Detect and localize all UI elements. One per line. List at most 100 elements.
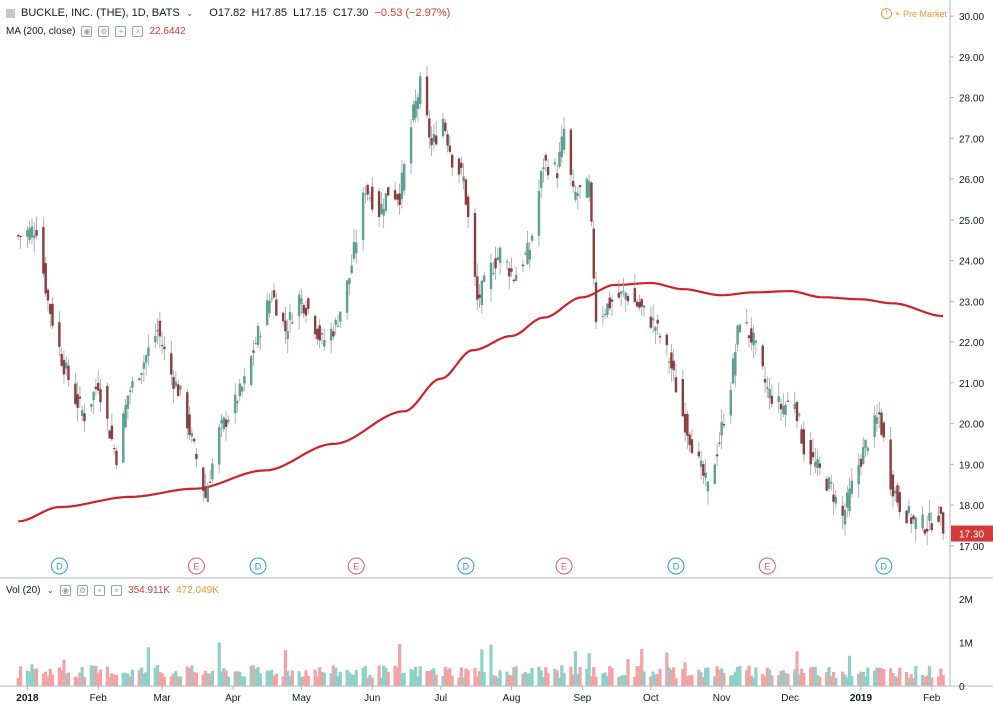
- eye-icon[interactable]: ◉: [81, 26, 93, 37]
- candle-body: [444, 122, 447, 132]
- volume-bar: [930, 677, 934, 686]
- volume-bar: [841, 671, 845, 686]
- flag-icon[interactable]: [6, 8, 15, 18]
- candle-body: [154, 335, 157, 343]
- volume-bar: [697, 669, 701, 686]
- candle-body: [608, 297, 611, 309]
- settings-icon[interactable]: ⚙: [77, 585, 89, 596]
- candle-body: [909, 517, 913, 524]
- pre-market-label: Pre Market: [902, 8, 947, 19]
- dividend-marker[interactable]: [457, 557, 475, 575]
- earnings-marker[interactable]: [555, 557, 573, 575]
- candle-body: [65, 362, 68, 369]
- volume-bar: [114, 674, 119, 686]
- volume-bar: [745, 670, 749, 686]
- candle-body: [745, 322, 748, 324]
- candle-body: [603, 313, 607, 316]
- candle-body: [818, 463, 822, 468]
- close-icon[interactable]: ×: [111, 585, 123, 596]
- candle-body: [158, 320, 162, 337]
- add-icon[interactable]: +: [94, 585, 106, 596]
- eye-icon[interactable]: ◉: [60, 585, 72, 596]
- volume-legend[interactable]: Vol (20) ⌄ ◉ ⚙ + × 354.911K 472.049K: [6, 585, 219, 596]
- add-icon[interactable]: +: [115, 26, 127, 37]
- candle-body: [617, 292, 621, 298]
- volume-bar: [121, 672, 125, 686]
- volume-bar: [923, 676, 927, 686]
- volume-bar: [461, 677, 466, 686]
- volume-bar: [283, 650, 288, 686]
- time-tick-label: 2019: [850, 693, 873, 704]
- symbol-title[interactable]: BUCKLE, INC. (THE), 1D, BATS: [21, 7, 180, 19]
- candle-body: [208, 481, 212, 483]
- candle-body: [601, 315, 605, 317]
- volume-bar: [783, 673, 788, 686]
- dividend-marker[interactable]: [667, 557, 685, 575]
- volume-bar: [717, 670, 721, 686]
- ma-legend[interactable]: MA (200, close) ◉ ⚙ + × 22.6442: [6, 26, 186, 37]
- volume-bar: [395, 667, 399, 686]
- volume-bar: [64, 673, 68, 686]
- volume-bar: [377, 665, 381, 686]
- candle-body: [329, 328, 333, 341]
- candle-body: [320, 333, 324, 335]
- candle-body: [784, 404, 787, 415]
- volume-bar: [44, 671, 48, 686]
- candle-body: [713, 464, 716, 485]
- candle-body: [192, 438, 196, 442]
- earnings-marker[interactable]: [187, 557, 205, 575]
- candle-body: [530, 235, 534, 241]
- volume-bar: [203, 670, 208, 686]
- volume-bar: [685, 676, 689, 686]
- candle-body: [336, 325, 340, 327]
- volume-bar: [761, 673, 765, 686]
- volume-bar: [108, 677, 112, 686]
- candle-body: [688, 434, 691, 446]
- volume-bar: [589, 676, 594, 686]
- dividend-marker[interactable]: [875, 557, 893, 575]
- candle-body: [428, 118, 431, 138]
- volume-bar: [190, 665, 194, 686]
- volume-bar: [560, 665, 564, 686]
- volume-bar: [911, 678, 916, 686]
- candle-body: [126, 395, 130, 409]
- candle-body: [74, 383, 77, 404]
- chevron-down-icon[interactable]: ⌄: [185, 7, 194, 18]
- pre-market-status[interactable]: ! • Pre Market: [880, 8, 947, 19]
- candle-body: [476, 276, 479, 300]
- earnings-marker[interactable]: [347, 557, 365, 575]
- dividend-marker[interactable]: [249, 557, 267, 575]
- volume-bar: [249, 665, 253, 686]
- volume-bar: [889, 668, 893, 686]
- candle-body: [843, 510, 847, 525]
- candle-body: [92, 391, 95, 401]
- close-value: C17.30: [332, 7, 369, 19]
- candle-body: [930, 523, 933, 531]
- volume-bar: [128, 676, 132, 686]
- candle-body: [702, 464, 705, 476]
- volume-bar: [110, 673, 114, 686]
- candle-body: [640, 299, 643, 307]
- candle-body: [62, 359, 66, 375]
- earnings-marker[interactable]: [758, 557, 776, 575]
- candle-body: [914, 517, 917, 529]
- candle-body: [889, 439, 892, 490]
- symbol-legend[interactable]: BUCKLE, INC. (THE), 1D, BATS ⌄ O17.82 H1…: [6, 7, 450, 19]
- candle-body: [667, 361, 671, 363]
- volume-bar: [270, 669, 274, 686]
- candle-body: [576, 193, 579, 196]
- close-icon[interactable]: ×: [132, 26, 144, 37]
- candle-body: [234, 394, 237, 414]
- candle-body: [302, 304, 305, 314]
- volume-bar: [96, 672, 100, 686]
- candle-body: [33, 235, 36, 239]
- chevron-down-icon[interactable]: ⌄: [46, 585, 55, 595]
- volume-bar: [92, 666, 96, 686]
- dividend-marker[interactable]: [50, 557, 68, 575]
- candle-body: [316, 328, 319, 340]
- volume-bar: [329, 673, 333, 686]
- settings-icon[interactable]: ⚙: [98, 26, 110, 37]
- volume-bar: [448, 668, 452, 686]
